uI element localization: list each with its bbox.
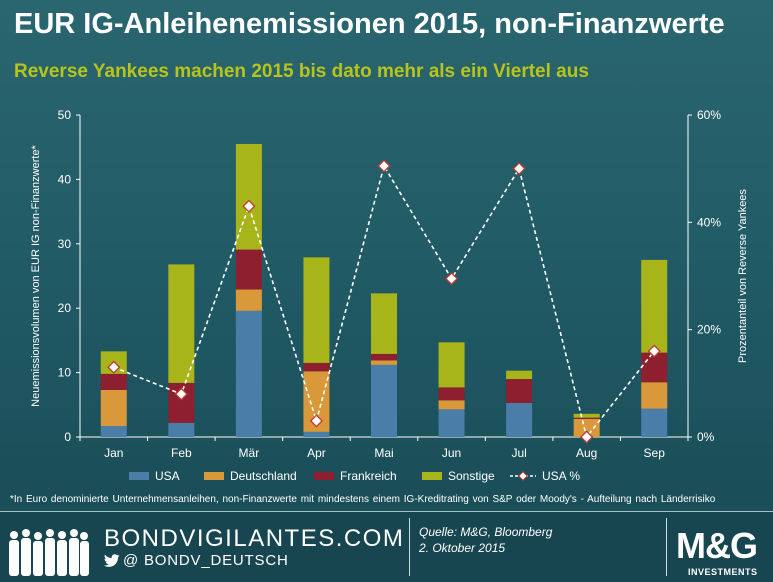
bar-frankreich <box>303 362 330 372</box>
legend-swatch <box>422 472 442 480</box>
legend-label: USA <box>155 469 180 483</box>
x-tick-label: Mär <box>239 446 260 460</box>
bar-deutschland <box>438 400 465 410</box>
bar-usa <box>371 364 397 437</box>
social-handle[interactable]: @ BONDV_DEUTSCH <box>104 552 289 569</box>
mg-logo-subtitle: INVESTMENTS <box>688 567 758 577</box>
page-title: EUR IG-Anleihenemissionen 2015, non-Fina… <box>14 8 725 40</box>
y2-tick-label: 60% <box>697 108 721 122</box>
usa-share-point <box>647 344 661 358</box>
footer-separator <box>409 518 410 576</box>
brand-name[interactable]: BONDVIGILANTES.COM <box>104 525 405 552</box>
usa-share-point <box>444 272 459 286</box>
twitter-bird-icon <box>104 553 120 567</box>
bar-sonstige <box>371 293 397 354</box>
bar-deutschland <box>573 418 600 437</box>
chart-labels: 0 10 20 30 40 50 0% 20% 40% 60% Neuemissionsvolume… <box>30 108 749 460</box>
source-text: Quelle: M&G, Bloomberg <box>419 525 553 539</box>
y-tick-label: 10 <box>58 366 72 380</box>
bar-deutschland <box>100 389 127 427</box>
usa-share-line-path <box>113 163 655 439</box>
bar-usa <box>168 422 195 437</box>
usa-share-point <box>580 430 594 444</box>
usa-share-point <box>309 414 324 428</box>
bar-sonstige <box>573 413 600 418</box>
x-tick-label: Feb <box>171 446 192 460</box>
footer-separator <box>666 518 667 576</box>
bar-frankreich <box>235 249 262 290</box>
bar-sonstige <box>506 370 533 380</box>
bar-sonstige <box>641 259 668 353</box>
legend-label: Frankreich <box>340 469 397 483</box>
x-tick-label: Apr <box>307 446 326 460</box>
legend-swatch <box>314 472 334 480</box>
legend-label: USA % <box>542 469 580 483</box>
mg-logo: M&G <box>676 525 758 566</box>
x-tick-label: Jul <box>511 446 526 460</box>
bar-sonstige <box>168 264 195 383</box>
bar-usa <box>506 402 533 437</box>
stacked-bar-chart: 0 10 20 30 40 50 0% 20% 40% 60% Neuemissionsvolume… <box>30 108 749 483</box>
x-tick-label: Sep <box>644 446 666 460</box>
legend-label: Deutschland <box>230 469 297 483</box>
y2-axis-title: Prozentanteil von Reverse Yankees <box>737 189 749 363</box>
usa-share-point <box>107 360 121 374</box>
handle-text: @ BONDV_DEUTSCH <box>123 552 289 569</box>
bar-frankreich <box>438 387 465 401</box>
bar-deutschland <box>371 360 397 365</box>
bar-usa <box>235 310 262 437</box>
y-tick-label: 50 <box>58 108 72 122</box>
usa-share-line <box>107 159 661 444</box>
bar-sonstige <box>303 257 330 363</box>
y-axis-title: Neuemissionsvolumen von EUR IG non-Finan… <box>30 144 42 406</box>
bar-frankreich <box>371 353 397 361</box>
x-tick-label: Aug <box>576 446 597 460</box>
bar-usa <box>438 409 465 437</box>
source-date: 2. Oktober 2015 <box>419 541 506 555</box>
legend-marker <box>518 471 528 481</box>
x-tick-label: Jun <box>442 446 461 460</box>
y2-tick-label: 0% <box>697 430 715 444</box>
bar-sonstige <box>438 342 465 388</box>
y-tick-label: 20 <box>58 301 72 315</box>
bar-usa <box>641 408 668 437</box>
usa-share-point <box>242 199 256 213</box>
footer-band <box>0 512 773 582</box>
y2-tick-label: 40% <box>697 215 721 229</box>
bar-usa <box>303 431 330 437</box>
legend-label: Sonstige <box>448 469 495 483</box>
y-tick-label: 30 <box>58 237 72 251</box>
usa-share-point <box>377 159 391 173</box>
y2-tick-label: 20% <box>697 323 721 337</box>
bar-frankreich <box>100 373 127 390</box>
usa-share-point <box>512 162 526 176</box>
bar-deutschland <box>641 382 668 409</box>
bar-usa <box>100 426 127 437</box>
x-tick-label: Jan <box>104 446 123 460</box>
usa-share-point <box>174 387 188 401</box>
divider <box>0 511 773 512</box>
bar-deutschland <box>235 289 262 311</box>
y-tick-label: 0 <box>64 430 71 444</box>
chart-legend: USA Deutschland Frankreich Sonstige USA % <box>129 469 580 483</box>
footnote: *In Euro denominierte Unternehmensanleih… <box>10 494 716 505</box>
x-tick-label: Mai <box>374 446 393 460</box>
legend-swatch <box>129 472 149 480</box>
bar-frankreich <box>573 417 600 419</box>
legend-swatch <box>204 472 224 480</box>
bar-frankreich <box>506 379 533 403</box>
crowd-silhouette-icon <box>9 529 89 576</box>
y-tick-label: 40 <box>58 172 72 186</box>
page-subtitle: Reverse Yankees machen 2015 bis dato meh… <box>14 61 589 82</box>
source-block: Quelle: M&G, Bloomberg 2. Oktober 2015 <box>419 524 552 556</box>
